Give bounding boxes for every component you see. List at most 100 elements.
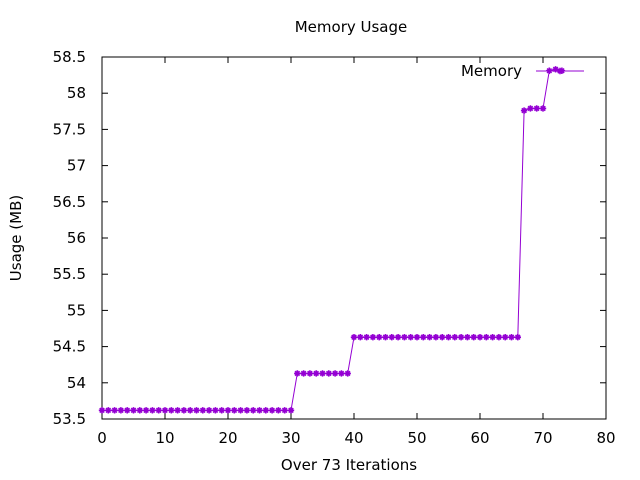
x-axis-label: Over 73 Iterations xyxy=(281,456,417,474)
data-point xyxy=(325,370,332,377)
series-line-memory xyxy=(102,68,563,411)
x-tick-label: 50 xyxy=(407,429,426,447)
legend-label-memory: Memory xyxy=(461,62,522,80)
x-tick-label: 0 xyxy=(97,429,107,447)
data-point xyxy=(539,105,547,112)
data-point xyxy=(533,105,540,112)
y-axis-label: Usage (MB) xyxy=(7,195,25,281)
data-point xyxy=(256,407,263,414)
x-tick-label: 40 xyxy=(344,429,363,447)
data-point xyxy=(483,333,490,341)
data-point xyxy=(142,407,150,414)
data-point xyxy=(376,333,383,341)
data-point xyxy=(306,370,314,377)
data-point xyxy=(243,407,251,414)
chart-title: Memory Usage xyxy=(295,18,408,36)
data-point xyxy=(457,333,465,341)
data-point xyxy=(313,370,320,377)
data-point xyxy=(187,407,194,414)
y-tick-label: 53.5 xyxy=(53,410,86,428)
data-point xyxy=(294,370,301,377)
data-point xyxy=(250,407,257,414)
data-point xyxy=(262,407,269,414)
y-tick-label: 55.5 xyxy=(53,265,86,283)
data-point xyxy=(344,370,351,377)
data-point xyxy=(527,105,534,112)
data-point xyxy=(136,407,143,414)
data-point xyxy=(161,407,169,414)
data-point xyxy=(155,407,162,414)
data-point xyxy=(451,333,458,341)
y-tick-label: 54.5 xyxy=(53,338,86,356)
data-point xyxy=(476,333,484,341)
data-point xyxy=(470,333,477,341)
y-tick-label: 56 xyxy=(67,229,86,247)
data-point xyxy=(130,407,137,414)
x-tick-label: 30 xyxy=(281,429,300,447)
x-tick-label: 80 xyxy=(596,429,615,447)
data-point xyxy=(552,66,559,73)
data-point xyxy=(124,407,131,414)
data-point xyxy=(105,407,112,414)
y-tick-label: 58.5 xyxy=(53,48,86,66)
data-point xyxy=(495,333,503,341)
y-tick-label: 57.5 xyxy=(53,120,86,138)
data-point xyxy=(212,407,219,414)
y-tick-label: 56.5 xyxy=(53,193,86,211)
data-point xyxy=(111,407,118,414)
data-point xyxy=(432,333,440,341)
data-point xyxy=(489,333,496,341)
data-point xyxy=(502,333,509,341)
data-point xyxy=(357,333,364,341)
x-tick-label: 60 xyxy=(470,429,489,447)
data-point xyxy=(464,333,471,341)
data-point xyxy=(231,407,238,414)
data-point xyxy=(369,333,377,341)
data-point xyxy=(426,333,433,341)
data-point xyxy=(205,407,213,414)
y-tick-label: 57 xyxy=(67,157,86,175)
data-point xyxy=(180,407,188,414)
data-point xyxy=(300,370,307,377)
data-point xyxy=(193,407,200,414)
y-tick-label: 54 xyxy=(67,374,86,392)
data-point xyxy=(520,107,528,114)
x-axis-ticks: 0 10 20 30 40 50 60 70 80 xyxy=(97,57,616,447)
data-point xyxy=(224,407,232,414)
data-point xyxy=(287,407,295,414)
data-point xyxy=(168,407,175,414)
legend: Memory xyxy=(461,62,584,80)
data-point xyxy=(388,333,395,341)
series-layer xyxy=(98,66,566,414)
data-point xyxy=(268,407,276,414)
y-tick-label: 58 xyxy=(67,84,86,102)
legend-marker-memory xyxy=(556,67,564,75)
data-point xyxy=(413,333,421,341)
data-point xyxy=(281,407,288,414)
data-point xyxy=(401,333,408,341)
data-point xyxy=(117,407,125,414)
data-point xyxy=(174,407,181,414)
data-point xyxy=(237,407,244,414)
data-point xyxy=(439,333,446,341)
x-tick-label: 10 xyxy=(155,429,174,447)
x-tick-label: 70 xyxy=(533,429,552,447)
data-point xyxy=(508,333,515,341)
y-tick-label: 55 xyxy=(67,301,86,319)
data-point xyxy=(98,407,106,414)
data-point xyxy=(420,333,427,341)
data-point xyxy=(514,333,521,341)
data-point xyxy=(199,407,206,414)
data-point xyxy=(338,370,345,377)
data-point xyxy=(218,407,225,414)
x-tick-label: 20 xyxy=(218,429,237,447)
data-point xyxy=(275,407,282,414)
data-point xyxy=(407,333,414,341)
data-point xyxy=(363,333,370,341)
data-point xyxy=(319,370,326,377)
data-point xyxy=(331,370,339,377)
y-axis-ticks: 53.5 54 54.5 55 55.5 56 56.5 57 57.5 58 58.5 xyxy=(53,48,606,428)
data-point xyxy=(382,333,389,341)
data-point xyxy=(149,407,156,414)
